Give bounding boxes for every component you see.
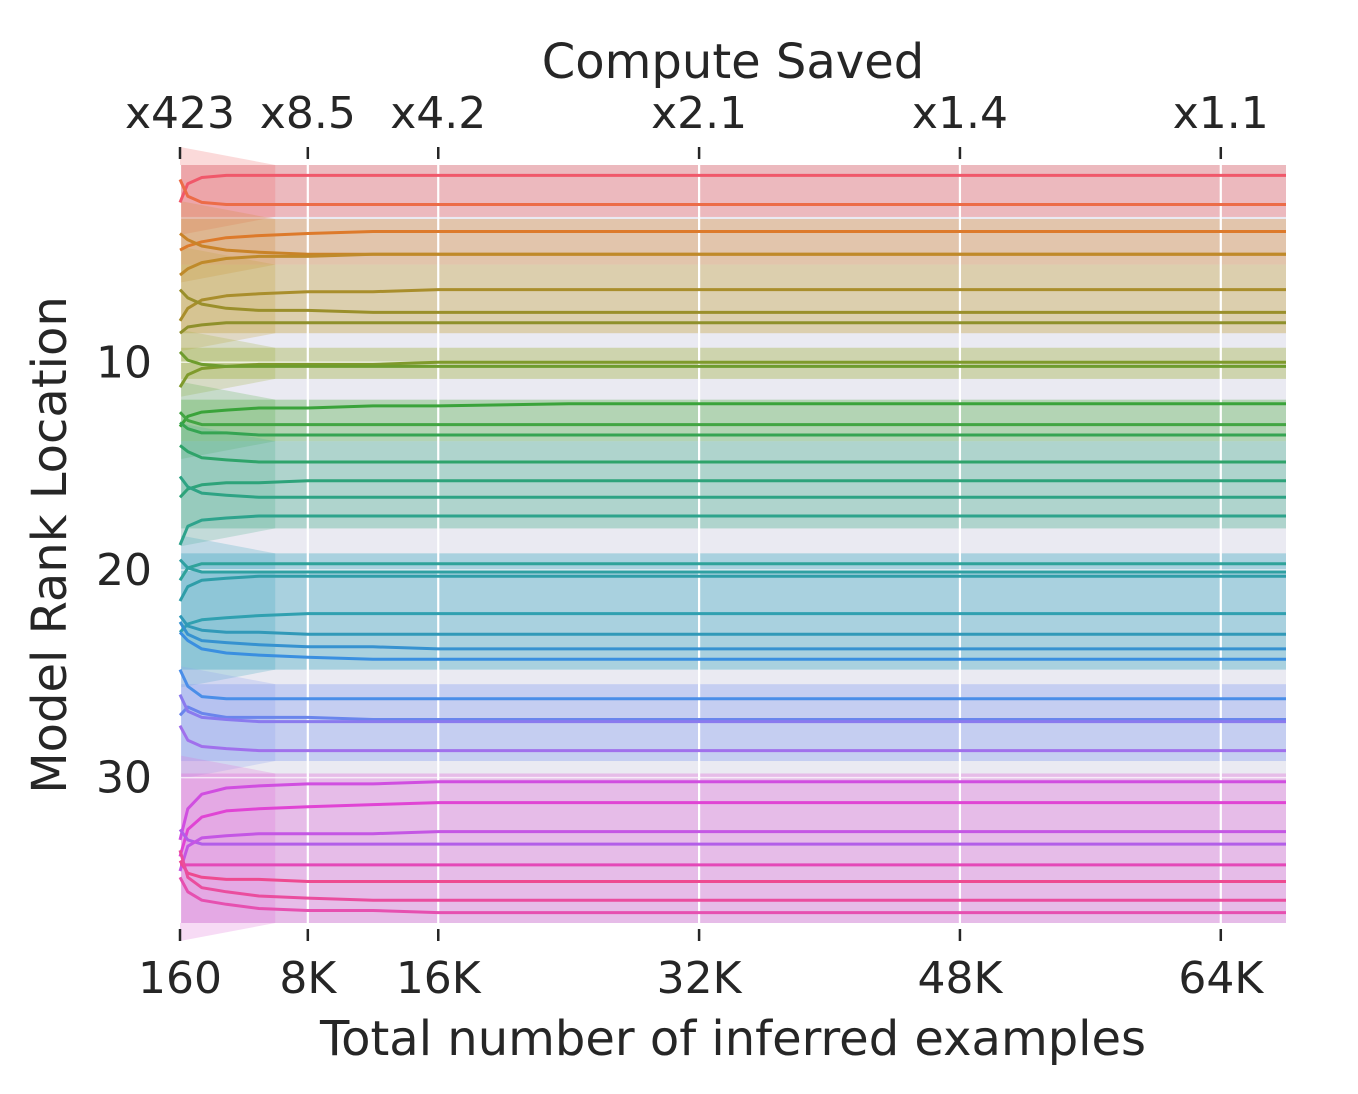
early-band-4 (180, 381, 276, 460)
confidence-band-1 (180, 218, 1286, 265)
top-tick-label-0: x423 (125, 88, 235, 139)
series-line-20 (178, 612, 1286, 634)
early-band-6 (180, 535, 276, 688)
series-line-10 (178, 402, 1286, 428)
series-line-17 (178, 562, 1286, 582)
series-line-25 (178, 705, 1286, 721)
series-line-22 (178, 621, 1286, 651)
series-line-9 (178, 350, 1286, 368)
series-line-5 (178, 288, 1286, 322)
series-line-26 (178, 693, 1286, 724)
series-line-31 (178, 830, 1286, 872)
series-line-30 (178, 828, 1286, 846)
series-lines (178, 173, 1286, 915)
top-tick-label-4: x1.4 (912, 88, 1008, 139)
confidence-band-8 (180, 773, 1286, 923)
series-line-11 (178, 411, 1286, 427)
series-line-19 (178, 574, 1286, 602)
top-tick-label-2: x4.2 (390, 88, 486, 139)
early-band-5 (180, 423, 276, 547)
y-tick-label-2: 30 (96, 753, 152, 804)
y-tick-labels: 10 20 30 (96, 337, 152, 803)
series-line-34 (178, 849, 1286, 902)
y-axis-title: Model Rank Location (22, 296, 78, 794)
x-tick-label-0: 160 (138, 953, 222, 1004)
series-line-7 (179, 321, 1286, 335)
x-tick-label-1: 8K (279, 953, 337, 1004)
top-tick-label-3: x2.1 (651, 88, 747, 139)
confidence-bands (180, 147, 1286, 941)
tick-marks (178, 147, 1223, 941)
series-line-27 (178, 724, 1286, 753)
series-line-18 (178, 558, 1286, 574)
top-axis-title: Compute Saved (542, 34, 924, 90)
top-tick-label-1: x8.5 (260, 88, 356, 139)
series-line-35 (178, 876, 1286, 915)
x-axis-title: Total number of inferred examples (319, 1011, 1146, 1067)
top-tick-labels: x423 x8.5 x4.2 x2.1 x1.4 x1.1 (125, 88, 1269, 139)
series-line-6 (178, 288, 1286, 314)
y-tick-label-0: 10 (96, 337, 152, 388)
y-tick-label-1: 20 (96, 545, 152, 596)
x-tick-labels: 160 8K 16K 32K 48K 64K (138, 953, 1264, 1004)
top-tick-label-5: x1.1 (1173, 88, 1269, 139)
series-line-0 (178, 173, 1286, 203)
confidence-band-5 (180, 441, 1286, 529)
series-line-4 (179, 252, 1286, 277)
series-line-13 (179, 444, 1286, 464)
series-line-21 (178, 614, 1286, 636)
series-line-14 (178, 479, 1286, 499)
confidence-band-0 (180, 165, 1286, 217)
x-tick-label-3: 32K (657, 953, 743, 1004)
early-band-8 (180, 755, 276, 941)
series-line-29 (178, 801, 1286, 857)
early-band-0 (180, 147, 276, 235)
series-line-2 (179, 230, 1286, 252)
series-line-24 (178, 668, 1286, 701)
series-line-16 (178, 514, 1286, 546)
series-line-33 (178, 859, 1286, 883)
series-line-1 (178, 178, 1286, 206)
x-tick-label-2: 16K (396, 953, 482, 1004)
early-band-3 (180, 329, 276, 397)
x-tick-label-5: 64K (1178, 953, 1264, 1004)
x-tick-label-4: 48K (918, 953, 1004, 1004)
series-line-8 (178, 360, 1286, 388)
series-line-23 (178, 631, 1286, 661)
series-line-12 (179, 421, 1286, 437)
series-line-28 (178, 780, 1286, 841)
series-line-15 (178, 475, 1286, 499)
